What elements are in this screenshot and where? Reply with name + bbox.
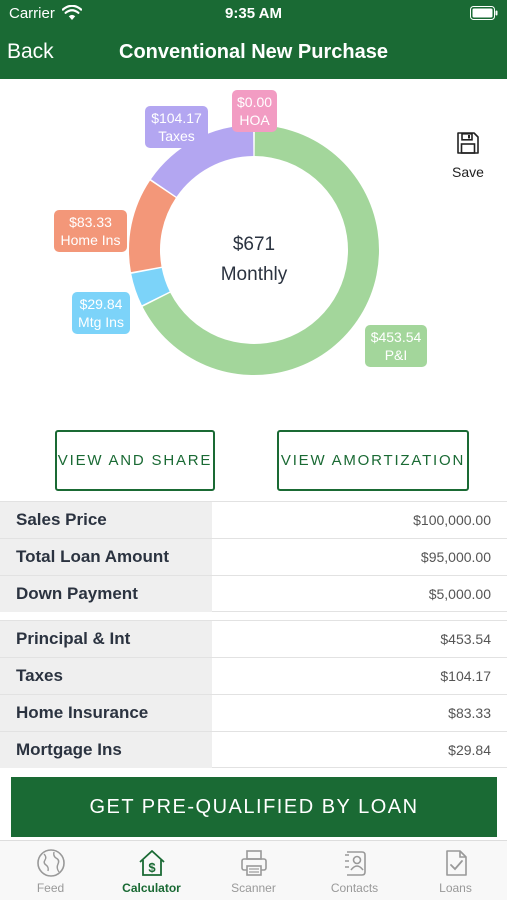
document-check-icon	[446, 850, 467, 876]
page-title: Conventional New Purchase	[119, 41, 388, 63]
view-amortization-button[interactable]: VIEW AMORTIZATION	[277, 430, 469, 491]
callout-taxes: $104.17 Taxes	[145, 106, 208, 148]
callout-label: Taxes	[158, 128, 195, 144]
navigation-bar: Back Conventional New Purchase	[0, 28, 507, 79]
row-label: Taxes	[0, 658, 212, 694]
tab-bar: Feed $ Calculator Scanner Contacts	[0, 840, 507, 900]
carrier-label: Carrier	[9, 5, 55, 22]
tab-label: Scanner	[231, 881, 276, 895]
callout-label: Mtg Ins	[78, 314, 124, 330]
callout-label: HOA	[239, 112, 270, 128]
row-value: $95,000.00	[420, 549, 491, 565]
row-value: $104.17	[440, 668, 491, 684]
globe-icon	[37, 849, 65, 877]
view-and-share-button[interactable]: VIEW AND SHARE	[55, 430, 215, 491]
tab-label: Contacts	[330, 881, 379, 895]
callout-value: $29.84	[79, 296, 123, 312]
table-row: Sales Price $100,000.00	[0, 501, 507, 538]
tab-label: Feed	[36, 881, 65, 895]
status-bar: Carrier 9:35 AM	[0, 0, 507, 28]
callout-value: $104.17	[151, 110, 202, 126]
callout-value: $453.54	[370, 329, 422, 345]
row-label: Down Payment	[0, 576, 212, 612]
tab-calculator[interactable]: $ Calculator	[101, 841, 202, 900]
tab-scanner[interactable]: Scanner	[203, 841, 304, 900]
callout-label: Home Ins	[60, 232, 121, 248]
row-value: $5,000.00	[428, 586, 491, 602]
get-pre-qualified-button[interactable]: GET PRE-QUALIFIED BY LOAN	[11, 777, 497, 837]
table-row: Mortgage Ins $29.84	[0, 731, 507, 768]
floppy-disk-icon	[457, 132, 479, 154]
row-label: Total Loan Amount	[0, 539, 212, 575]
row-label: Home Insurance	[0, 695, 212, 731]
save-button[interactable]: Save	[448, 131, 488, 181]
table-row: Home Insurance $83.33	[0, 694, 507, 731]
row-value: $83.33	[448, 705, 491, 721]
battery-icon	[470, 6, 498, 20]
tab-label: Loans	[439, 881, 472, 895]
row-value: $100,000.00	[413, 512, 491, 528]
tab-contacts[interactable]: Contacts	[304, 841, 405, 900]
contacts-icon	[345, 851, 366, 876]
row-value: $453.54	[440, 631, 491, 647]
row-label: Principal & Int	[0, 621, 212, 657]
clock: 9:35 AM	[225, 5, 282, 22]
row-label: Mortgage Ins	[0, 732, 212, 768]
donut-chart	[129, 125, 380, 375]
house-dollar-icon: $	[139, 850, 165, 876]
wifi-icon	[62, 5, 82, 20]
callout-home-ins: $83.33 Home Ins	[54, 210, 127, 252]
tab-label: Calculator	[122, 881, 181, 895]
donut-slice-mtg-ins	[131, 267, 170, 306]
back-button[interactable]: Back	[7, 40, 54, 63]
callout-principal-interest: $453.54 P&I	[365, 325, 427, 367]
tab-feed[interactable]: Feed	[0, 841, 101, 900]
callout-value: $0.00	[237, 94, 273, 110]
callout-label: P&I	[384, 347, 408, 363]
app-header: Carrier 9:35 AM Back Conventional New Pu…	[0, 0, 507, 79]
donut-slice-home-ins	[129, 180, 176, 273]
table-row: Principal & Int $453.54	[0, 620, 507, 657]
payment-chart: $671 Monthly $0.00 HOA $104.17 Taxes $83…	[0, 79, 507, 424]
callout-hoa: $0.00 HOA	[232, 90, 277, 132]
monthly-label: Monthly	[220, 264, 288, 285]
payment-breakdown-table: Principal & Int $453.54 Taxes $104.17 Ho…	[0, 620, 507, 768]
table-row: Down Payment $5,000.00	[0, 575, 507, 612]
donut-slice-taxes	[150, 125, 254, 197]
row-value: $29.84	[448, 742, 491, 758]
callout-value: $83.33	[69, 214, 112, 230]
row-label: Sales Price	[0, 502, 212, 538]
table-row: Total Loan Amount $95,000.00	[0, 538, 507, 575]
table-row: Taxes $104.17	[0, 657, 507, 694]
save-label: Save	[452, 164, 484, 180]
callout-mtg-ins: $29.84 Mtg Ins	[72, 292, 130, 334]
svg-text:$: $	[148, 860, 156, 875]
tab-loans[interactable]: Loans	[405, 841, 506, 900]
loan-summary-table: Sales Price $100,000.00 Total Loan Amoun…	[0, 501, 507, 612]
monthly-total: $671	[232, 234, 276, 255]
printer-icon	[241, 850, 267, 876]
